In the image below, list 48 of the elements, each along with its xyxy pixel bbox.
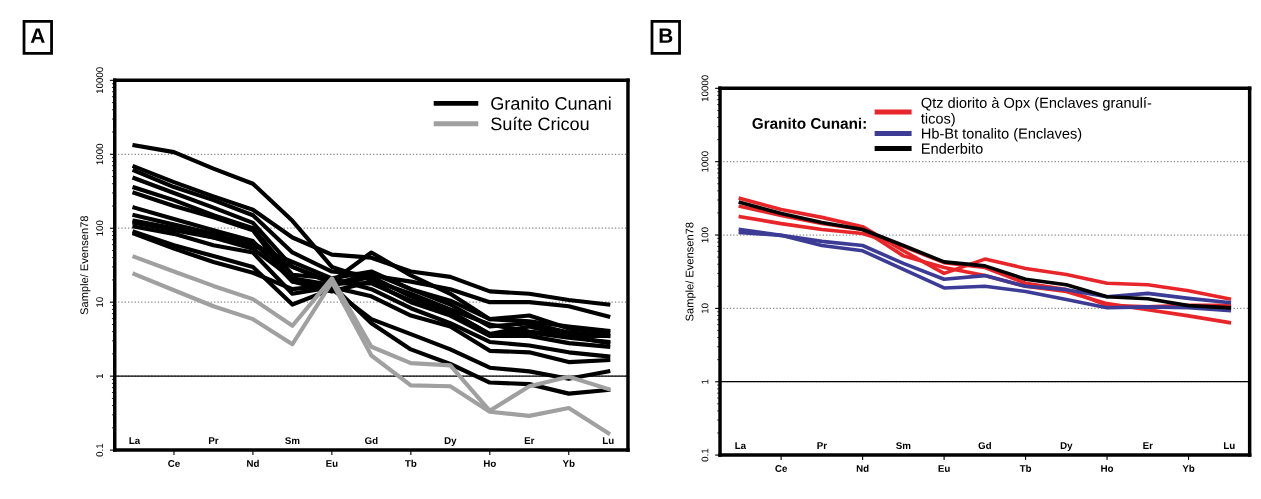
- y-tick-label: 0.1: [96, 443, 104, 457]
- x-tick-label: Yb: [562, 459, 575, 467]
- x-tick-label: Tb: [1019, 464, 1032, 472]
- y-tick-label: 10: [701, 303, 709, 314]
- x-tick-label: Ce: [775, 465, 788, 472]
- chart-title: A: [30, 28, 45, 43]
- x-tick-label: La: [129, 437, 141, 445]
- x-tick-label: Nd: [856, 464, 869, 472]
- y-tick-label: 10000: [96, 67, 104, 94]
- y-axis-title: Sample/ Evensen78: [80, 215, 91, 315]
- y-tick-label: 10000: [701, 75, 709, 102]
- y-tick-label: 1000: [96, 143, 104, 165]
- y-tick-label: 1: [701, 379, 709, 384]
- legend-label: Qtz diorito à Opx (Enclaves granulí- ticos): [921, 97, 1152, 127]
- x-tick-label: Er: [524, 437, 535, 444]
- x-tick-label: Gd: [365, 436, 378, 445]
- x-tick-label: Pr: [817, 442, 827, 449]
- x-tick-label: Ce: [168, 460, 180, 467]
- y-axis-title: Sample/ Evensen78: [685, 222, 696, 321]
- y-tick-label: 1: [96, 373, 104, 379]
- x-tick-label: Yb: [1182, 464, 1195, 472]
- x-tick-label: Ho: [1101, 465, 1114, 472]
- x-tick-label: Tb: [405, 459, 417, 467]
- x-tick-label: Er: [1143, 442, 1153, 449]
- legend-title: Granito Cunani:: [752, 117, 866, 129]
- legend-label: Enderbito: [922, 143, 983, 154]
- legend-label: Suíte Cricou: [491, 116, 589, 131]
- x-tick-label: Lu: [602, 437, 614, 445]
- x-tick-label: Sm: [285, 437, 300, 445]
- x-tick-label: Dy: [1060, 442, 1073, 451]
- x-tick-label: Gd: [978, 441, 991, 450]
- x-tick-label: Lu: [1223, 442, 1235, 450]
- y-tick-label: 1000: [701, 151, 709, 172]
- x-tick-label: Eu: [938, 465, 950, 472]
- x-tick-label: Ho: [483, 460, 496, 467]
- x-tick-label: Dy: [444, 437, 457, 446]
- y-tick-label: 10: [96, 297, 104, 307]
- x-tick-label: Pr: [208, 437, 219, 444]
- y-tick-label: 100: [96, 220, 104, 236]
- chart-title: B: [659, 28, 673, 43]
- y-tick-label: 100: [701, 227, 709, 243]
- x-tick-label: Nd: [247, 459, 259, 467]
- x-tick-label: La: [735, 442, 747, 450]
- legend-label: Granito Cunani: [491, 96, 611, 110]
- legend-label: Hb-Bt tonalito (Enclaves): [922, 128, 1082, 142]
- x-tick-label: Sm: [896, 442, 911, 450]
- y-tick-label: 0.1: [701, 448, 709, 462]
- x-tick-label: Eu: [326, 460, 338, 467]
